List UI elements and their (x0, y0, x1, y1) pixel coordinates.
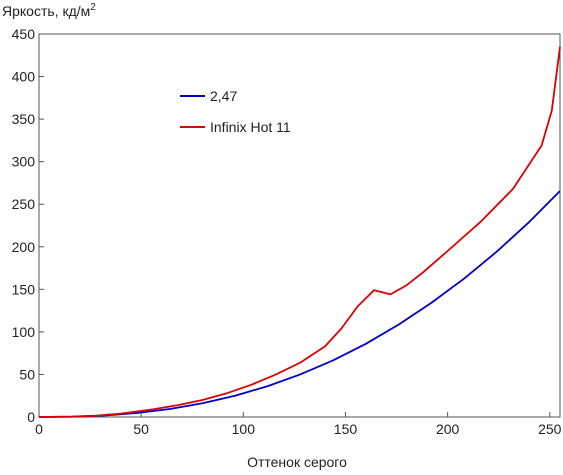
series-line-infinix-hot-11 (38, 46, 561, 418)
x-axis-label: Оттенок серого (247, 454, 347, 470)
y-tick-label: 200 (12, 239, 36, 255)
y-axis-label-superscript: 2 (90, 2, 96, 13)
x-tick-label: 0 (35, 421, 43, 437)
legend-label-infinix-hot-11: Infinix Hot 11 (210, 119, 291, 135)
x-tick-label: 50 (133, 421, 149, 437)
y-axis: 0 50 100 150 200 250 300 350 400 450 (12, 26, 44, 425)
y-tick-label: 100 (12, 324, 36, 340)
y-tick-label: 250 (12, 196, 36, 212)
y-tick-label: 150 (12, 281, 36, 297)
legend: 2,47 Infinix Hot 11 (180, 88, 291, 135)
series-line-2-47 (38, 190, 561, 418)
x-tick-label: 250 (538, 421, 562, 437)
y-tick-label: 400 (12, 69, 36, 85)
y-tick-label: 50 (19, 366, 35, 382)
y-axis-label: Яркость, кд/м2 (2, 2, 96, 19)
y-tick-label: 300 (12, 154, 36, 170)
x-tick-label: 100 (232, 421, 256, 437)
x-tick-label: 200 (436, 421, 460, 437)
series-lines (38, 46, 561, 418)
plot-frame (38, 33, 561, 418)
legend-label-2-47: 2,47 (210, 88, 237, 104)
x-axis: 0 50 100 150 200 250 (35, 412, 562, 437)
x-tick-label: 150 (334, 421, 358, 437)
y-tick-label: 0 (27, 409, 35, 425)
y-tick-label: 450 (12, 26, 36, 42)
y-tick-label: 350 (12, 111, 36, 127)
